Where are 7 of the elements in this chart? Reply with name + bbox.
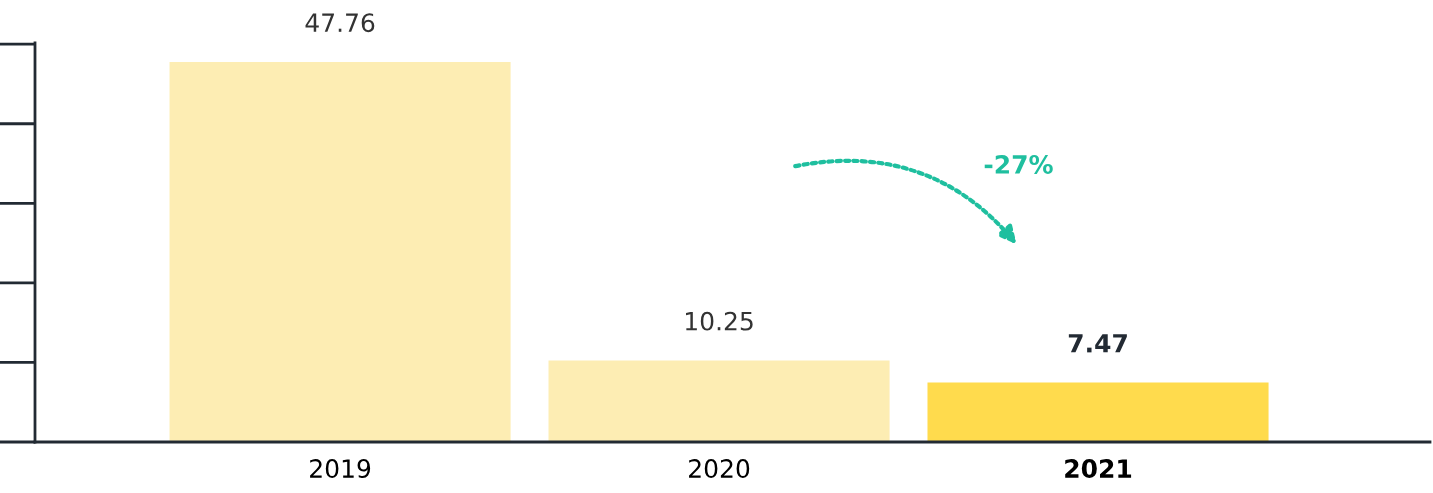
data-label: 47.76: [305, 13, 375, 33]
x-tick-label: 2019: [310, 459, 371, 479]
data-label: 7.47: [1068, 334, 1127, 353]
x-tick-label: 2021: [1065, 459, 1132, 479]
annotation: -27%: [984, 155, 1053, 174]
data-label: 10.25: [686, 311, 753, 331]
x-tick-label: 2020: [689, 459, 750, 479]
